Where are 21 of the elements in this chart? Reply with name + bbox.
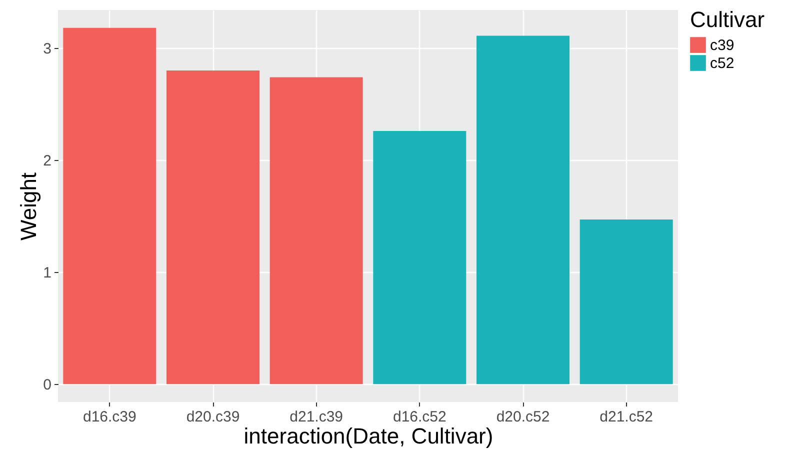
x-axis-title: interaction(Date, Cultivar) xyxy=(244,424,494,448)
x-tick-label: d16.c39 xyxy=(82,408,136,426)
bar xyxy=(476,36,570,384)
x-tick-label: d20.c52 xyxy=(496,408,550,426)
y-tick-label: 3 xyxy=(43,40,52,58)
y-tick-label: 0 xyxy=(43,376,52,394)
legend-label: c52 xyxy=(710,55,734,72)
legend-title: Cultivar xyxy=(690,7,765,32)
y-tick-label: 1 xyxy=(43,264,52,282)
legend-label: c39 xyxy=(710,37,734,54)
y-axis-title: Weight xyxy=(16,172,42,241)
bar xyxy=(166,70,260,384)
x-tick-label: d21.c52 xyxy=(600,408,654,426)
bar xyxy=(580,219,673,384)
bar xyxy=(63,28,156,384)
x-tick-label: d21.c39 xyxy=(290,408,344,426)
bar xyxy=(270,77,363,384)
x-tick-label: d16.c52 xyxy=(392,408,446,426)
y-tick-label: 2 xyxy=(43,152,52,170)
x-tick-label: d20.c39 xyxy=(186,408,240,426)
bar xyxy=(373,130,466,384)
